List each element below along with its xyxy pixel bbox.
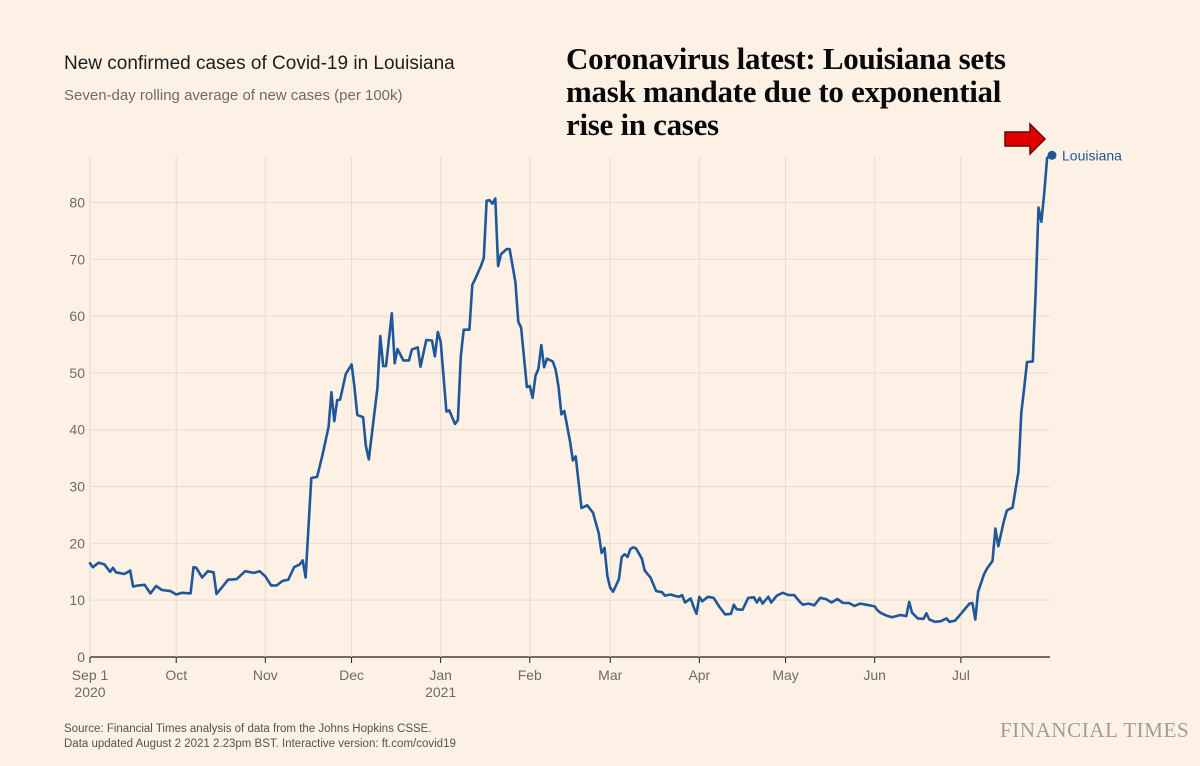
series-end-marker bbox=[1047, 150, 1057, 160]
x-tick-label: Apr bbox=[688, 667, 710, 683]
y-axis-tick-labels: 0 10 20 30 40 50 60 70 80 bbox=[69, 194, 85, 665]
grid-lines bbox=[89, 157, 1050, 663]
source-line-1: Source: Financial Times analysis of data… bbox=[64, 723, 432, 735]
y-tick-label: 60 bbox=[69, 308, 85, 324]
series-label: Louisiana bbox=[1062, 147, 1122, 163]
y-tick-label: 20 bbox=[69, 535, 85, 551]
y-tick-label: 40 bbox=[69, 422, 85, 438]
headline: Coronavirus latest: Louisiana sets mask … bbox=[566, 41, 1006, 142]
y-tick-label: 80 bbox=[69, 194, 85, 210]
series-line-louisiana bbox=[88, 154, 1052, 624]
x-tick-label: Oct bbox=[165, 667, 187, 683]
x-tick-label: Jun bbox=[863, 667, 886, 683]
x-tick-label: Dec bbox=[339, 667, 364, 683]
y-tick-label: 70 bbox=[69, 251, 85, 267]
x-tick-label: Jul bbox=[952, 667, 970, 683]
x-tick-label: Jan bbox=[429, 667, 452, 683]
y-tick-label: 30 bbox=[69, 479, 85, 495]
source-line-2: Data updated August 2 2021 2.23pm BST. I… bbox=[64, 738, 456, 750]
x-tick-label: Mar bbox=[598, 667, 622, 683]
series-layer: Louisiana bbox=[88, 147, 1122, 624]
brand-logo: FINANCIAL TIMES bbox=[1000, 718, 1190, 742]
chart-subtitle: Seven-day rolling average of new cases (… bbox=[64, 87, 403, 104]
x-tick-label: Feb bbox=[518, 667, 542, 683]
chart-title: New confirmed cases of Covid-19 in Louis… bbox=[64, 53, 455, 74]
source-note: Source: Financial Times analysis of data… bbox=[64, 722, 456, 752]
y-tick-label: 50 bbox=[69, 365, 85, 381]
red-arrow-icon bbox=[1004, 122, 1047, 156]
x-tick-year-label: 2021 bbox=[425, 684, 456, 700]
x-tick-label: Sep 1 bbox=[72, 667, 109, 683]
y-tick-label: 10 bbox=[69, 592, 85, 608]
x-tick-label: May bbox=[772, 667, 798, 683]
y-tick-label: 0 bbox=[77, 649, 85, 665]
x-tick-year-label: 2020 bbox=[74, 684, 105, 700]
x-tick-label: Nov bbox=[253, 667, 278, 683]
